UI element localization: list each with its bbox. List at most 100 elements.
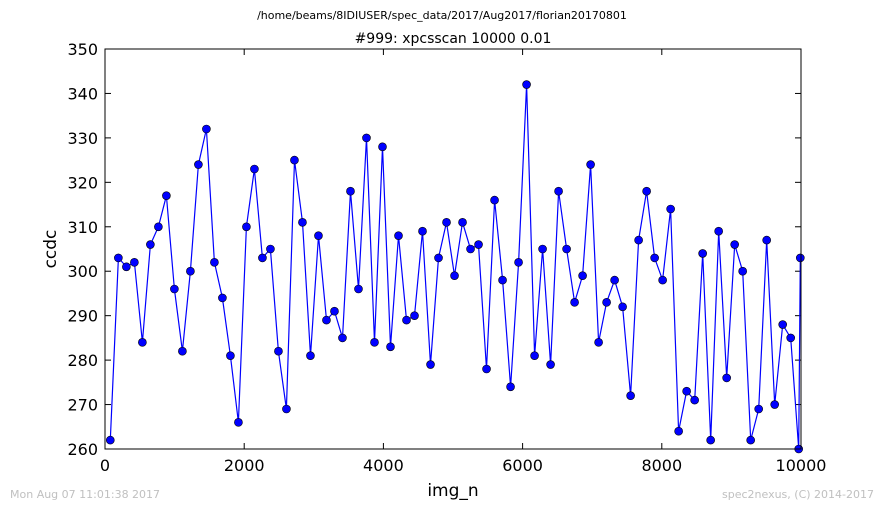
data-point	[730, 240, 739, 249]
data-point	[538, 244, 547, 254]
data-point	[354, 284, 363, 294]
x-tick-label: 6000	[502, 456, 543, 475]
data-point	[674, 426, 683, 436]
data-point	[250, 164, 259, 174]
data-point	[138, 338, 147, 347]
data-point	[762, 235, 771, 245]
data-point	[194, 160, 203, 169]
data-point	[450, 271, 459, 280]
data-point	[186, 266, 195, 276]
data-point	[122, 262, 131, 272]
data-point	[226, 351, 235, 360]
data-point	[266, 244, 275, 254]
data-point	[770, 400, 779, 409]
x-tick-label: 10000	[776, 456, 827, 475]
data-point	[458, 218, 467, 227]
data-point	[626, 391, 635, 400]
data-point	[426, 360, 435, 369]
data-point	[218, 293, 227, 303]
data-point	[258, 253, 267, 263]
y-tick-label: 310	[67, 218, 98, 237]
plot-frame	[104, 48, 802, 450]
data-point	[498, 275, 507, 285]
data-point	[202, 124, 211, 134]
data-point	[690, 395, 699, 405]
data-point	[778, 320, 787, 329]
data-point	[618, 302, 627, 312]
data-point	[210, 258, 219, 267]
data-point	[594, 338, 603, 347]
data-point	[154, 222, 163, 232]
data-point	[546, 360, 555, 369]
data-point	[178, 346, 187, 356]
data-point	[634, 235, 643, 245]
y-tick-label: 260	[67, 440, 98, 459]
data-point	[554, 186, 563, 196]
data-point	[434, 253, 443, 263]
data-point	[578, 271, 587, 280]
data-point	[442, 218, 451, 227]
data-point	[746, 435, 755, 445]
data-point	[314, 231, 323, 240]
data-point	[386, 342, 395, 352]
data-point	[754, 404, 763, 414]
x-tick-label: 0	[100, 456, 110, 475]
data-point	[506, 382, 515, 392]
data-point	[234, 418, 243, 427]
data-point	[610, 275, 619, 285]
data-point	[114, 253, 123, 263]
data-point	[466, 244, 475, 254]
data-point	[706, 435, 715, 445]
data-point	[698, 249, 707, 258]
series-line	[109, 84, 801, 450]
data-point	[290, 155, 299, 165]
x-axis-label: img_n	[427, 481, 478, 501]
data-point	[530, 351, 539, 360]
data-point	[362, 133, 371, 143]
data-point	[146, 240, 155, 249]
data-point	[130, 258, 139, 267]
data-point	[650, 253, 659, 263]
data-point	[714, 226, 723, 236]
data-point	[394, 231, 403, 240]
axis-ticks: 0 2000 4000 6000 8000 10000 260 270 280 290 300 310…	[67, 40, 826, 475]
data-point	[570, 298, 579, 307]
data-point	[306, 351, 315, 360]
data-point	[482, 364, 491, 374]
data-point	[474, 240, 483, 249]
data-point	[514, 258, 523, 267]
y-tick-label: 350	[67, 40, 98, 59]
data-point	[274, 346, 283, 356]
data-point	[418, 226, 427, 236]
data-point	[786, 333, 795, 343]
data-point	[402, 315, 411, 325]
data-point	[658, 275, 667, 285]
data-point	[738, 266, 747, 276]
data-point	[586, 160, 595, 169]
y-tick-label: 300	[67, 262, 98, 281]
x-tick-label: 2000	[224, 456, 265, 475]
data-series	[105, 80, 805, 454]
data-point	[346, 186, 355, 196]
data-point	[282, 404, 291, 414]
data-point	[378, 142, 387, 152]
data-point	[338, 333, 347, 343]
data-point	[682, 386, 691, 396]
data-point	[242, 222, 251, 232]
data-point	[105, 435, 115, 445]
y-axis-label: ccdc	[41, 230, 61, 269]
y-tick-label: 290	[67, 307, 98, 326]
data-point	[162, 191, 171, 200]
footer-timestamp: Mon Aug 07 11:01:38 2017	[10, 488, 160, 501]
data-point	[490, 195, 499, 205]
data-point	[410, 311, 419, 320]
suptitle: /home/beams/8IDIUSER/spec_data/2017/Aug2…	[257, 9, 627, 22]
footer-credit: spec2nexus, (C) 2014-2017	[722, 488, 874, 501]
x-tick-label: 4000	[363, 456, 404, 475]
data-point	[330, 306, 339, 316]
y-tick-label: 270	[67, 396, 98, 415]
y-tick-label: 320	[67, 173, 98, 192]
chart-title: #999: xpcsscan 10000 0.01	[355, 31, 552, 47]
data-point	[322, 315, 331, 325]
